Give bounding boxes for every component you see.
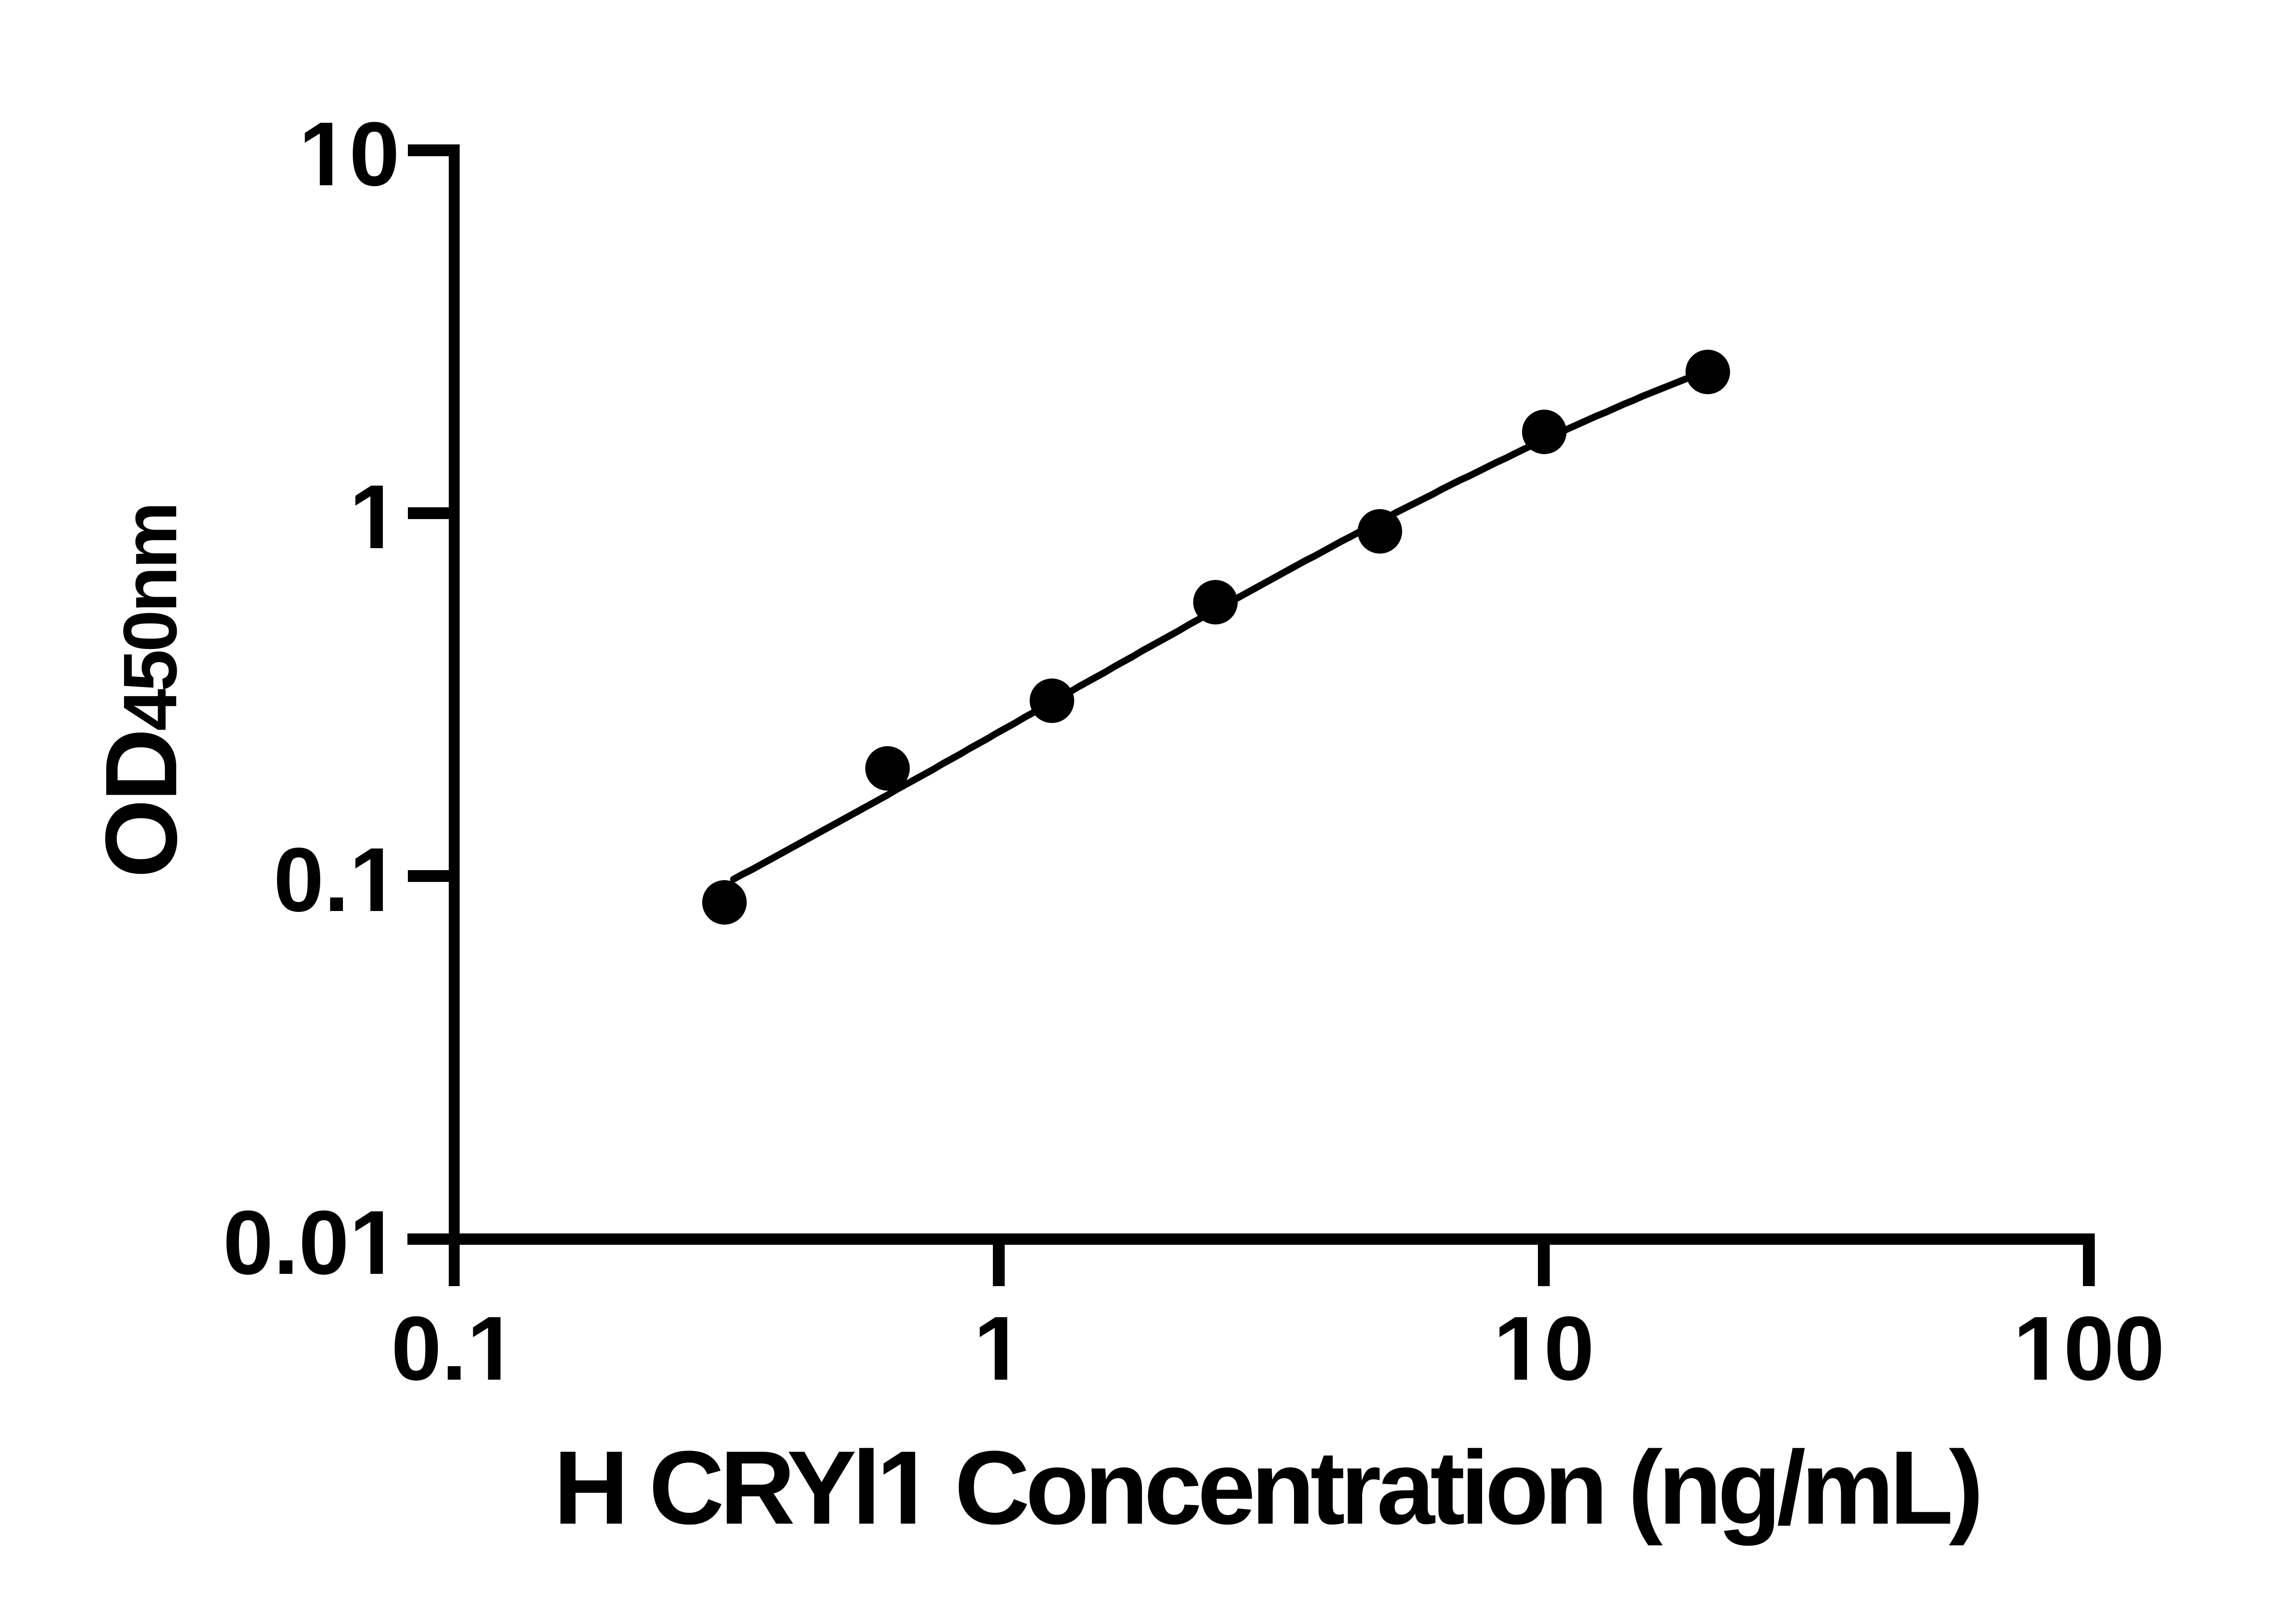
svg-text:Concentration (ng/mL): Concentration (ng/mL) (930, 1429, 1979, 1546)
svg-text:00: 00 (2063, 1298, 2164, 1399)
svg-text:0: 0 (1544, 1298, 1594, 1399)
svg-text:0: 0 (349, 104, 400, 205)
svg-text:0.: 0. (273, 829, 349, 931)
svg-text:0.: 0. (391, 1298, 467, 1399)
svg-text:H CRYl: H CRYl (554, 1429, 877, 1546)
svg-text:0.0: 0.0 (223, 1192, 349, 1293)
svg-text:OD450nm: OD450nm (84, 504, 198, 878)
